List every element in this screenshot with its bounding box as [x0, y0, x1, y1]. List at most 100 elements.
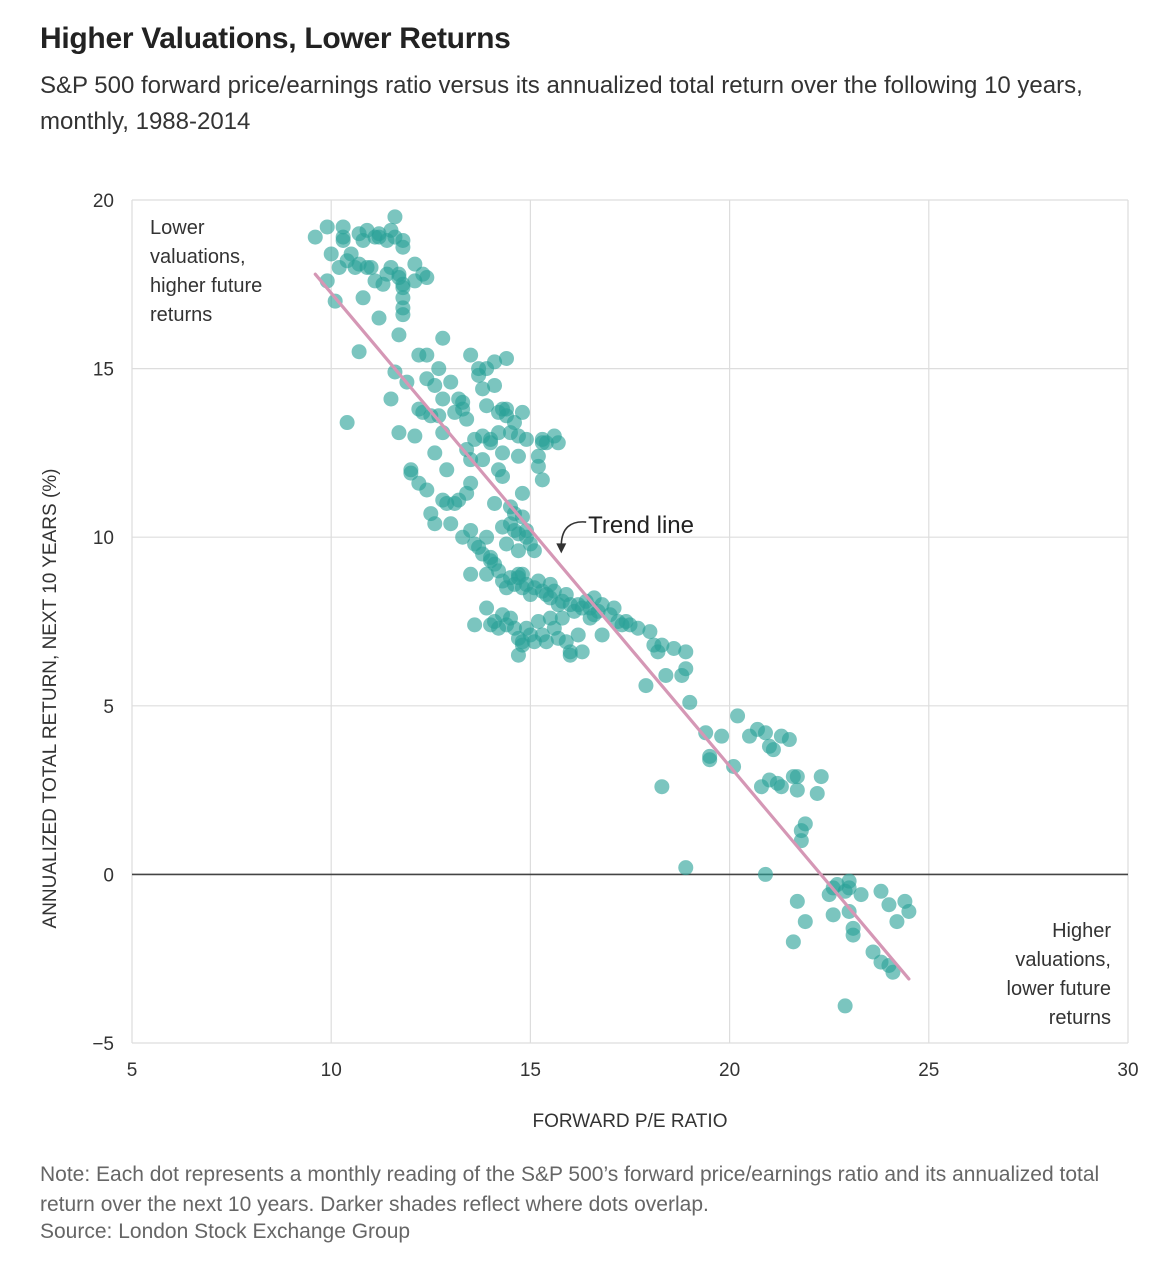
scatter-point — [395, 232, 411, 248]
scatter-point — [865, 944, 881, 960]
data-points — [307, 209, 917, 1014]
scatter-point — [403, 465, 419, 481]
scatter-point — [574, 644, 590, 660]
scatter-point — [714, 728, 730, 744]
annotations: Lower valuations, higher future returns High… — [150, 217, 1111, 1029]
scatter-point — [530, 458, 546, 474]
source-line: Source: London Stock Exchange Group — [40, 1220, 411, 1243]
scatter-point — [419, 482, 435, 498]
scatter-point — [475, 452, 491, 468]
scatter-chart: 5 10 15 20 25 30 −5 0 5 10 15 20 FORWARD P/E RATIO AN… — [40, 191, 1139, 1132]
scatter-point — [487, 495, 503, 511]
scatter-point — [491, 425, 507, 441]
scatter-point — [554, 610, 570, 626]
chart-title: Higher Valuations, Lower Returns — [40, 22, 511, 55]
scatter-point — [395, 307, 411, 323]
scatter-point — [678, 644, 694, 660]
scatter-point — [443, 374, 459, 390]
x-axis-title: FORWARD P/E RATIO — [533, 1111, 728, 1132]
scatter-point — [562, 644, 578, 660]
scatter-point — [391, 266, 407, 282]
scatter-point — [443, 516, 459, 532]
annotation-bottom-right-line: valuations, — [1015, 949, 1111, 971]
scatter-point — [654, 779, 670, 795]
scatter-point — [339, 253, 355, 269]
scatter-point — [658, 667, 674, 683]
scatter-point — [666, 640, 682, 656]
scatter-point — [435, 391, 451, 407]
scatter-point — [510, 448, 526, 464]
scatter-point — [387, 364, 403, 380]
annotation-bottom-right-line: returns — [1049, 1007, 1111, 1029]
trend-arrow-head — [556, 543, 567, 554]
scatter-point — [642, 624, 658, 640]
scatter-point — [431, 361, 447, 377]
scatter-point — [391, 327, 407, 343]
y-tick-label: 0 — [103, 865, 114, 886]
scatter-point — [789, 893, 805, 909]
scatter-point — [339, 415, 355, 431]
scatter-point — [785, 934, 801, 950]
scatter-point — [463, 347, 479, 363]
scatter-point — [371, 310, 387, 326]
scatter-point — [534, 472, 550, 488]
scatter-point — [550, 435, 566, 451]
annotation-bottom-right-line: lower future — [1007, 978, 1112, 1000]
scatter-point — [307, 229, 323, 245]
scatter-point — [781, 732, 797, 748]
axes: 5 10 15 20 25 30 −5 0 5 10 15 20 FORWARD P/E RATIO AN… — [40, 191, 1139, 1132]
scatter-point — [479, 398, 495, 414]
scatter-point — [730, 708, 746, 724]
scatter-point — [407, 428, 423, 444]
scatter-point — [407, 256, 423, 272]
scatter-point — [467, 617, 483, 633]
y-tick-label: 20 — [93, 191, 114, 212]
scatter-point — [773, 779, 789, 795]
grid-lines — [131, 199, 1129, 1044]
scatter-point — [698, 725, 714, 741]
scatter-point — [606, 600, 622, 616]
scatter-point — [419, 347, 435, 363]
scatter-point — [765, 742, 781, 758]
scatter-point — [383, 391, 399, 407]
scatter-point — [841, 903, 857, 919]
scatter-point — [427, 516, 443, 532]
y-tick-label: 5 — [103, 697, 114, 718]
scatter-point — [813, 769, 829, 785]
scatter-point — [359, 259, 375, 275]
scatter-point — [789, 782, 805, 798]
scatter-point — [853, 887, 869, 903]
scatter-point — [495, 445, 511, 461]
scatter-point — [479, 529, 495, 545]
scatter-point — [506, 415, 522, 431]
scatter-point — [518, 431, 534, 447]
scatter-point — [487, 354, 503, 370]
scatter-point — [881, 897, 897, 913]
trend-line — [313, 272, 911, 981]
x-tick-label: 30 — [1117, 1060, 1138, 1081]
scatter-point — [514, 637, 530, 653]
scatter-point — [594, 627, 610, 643]
annotation-top-left-line: valuations, — [150, 246, 246, 268]
scatter-point — [319, 219, 335, 235]
y-tick-label: 10 — [93, 528, 114, 549]
y-tick-label: −5 — [92, 1034, 114, 1055]
x-tick-label: 25 — [918, 1060, 939, 1081]
scatter-point — [335, 232, 351, 248]
scatter-point — [873, 883, 889, 899]
scatter-point — [546, 583, 562, 599]
scatter-point — [387, 209, 403, 225]
x-tick-label: 10 — [321, 1060, 342, 1081]
x-tick-label: 15 — [520, 1060, 541, 1081]
scatter-point — [845, 927, 861, 943]
scatter-point — [431, 408, 447, 424]
scatter-point — [391, 425, 407, 441]
scatter-point — [797, 816, 813, 832]
scatter-point — [479, 566, 495, 582]
scatter-point — [678, 860, 694, 876]
scatter-point — [837, 998, 853, 1014]
trend-line-group: Trend line — [313, 272, 911, 981]
scatter-point — [702, 748, 718, 764]
scatter-point — [570, 627, 586, 643]
scatter-point — [498, 536, 514, 552]
